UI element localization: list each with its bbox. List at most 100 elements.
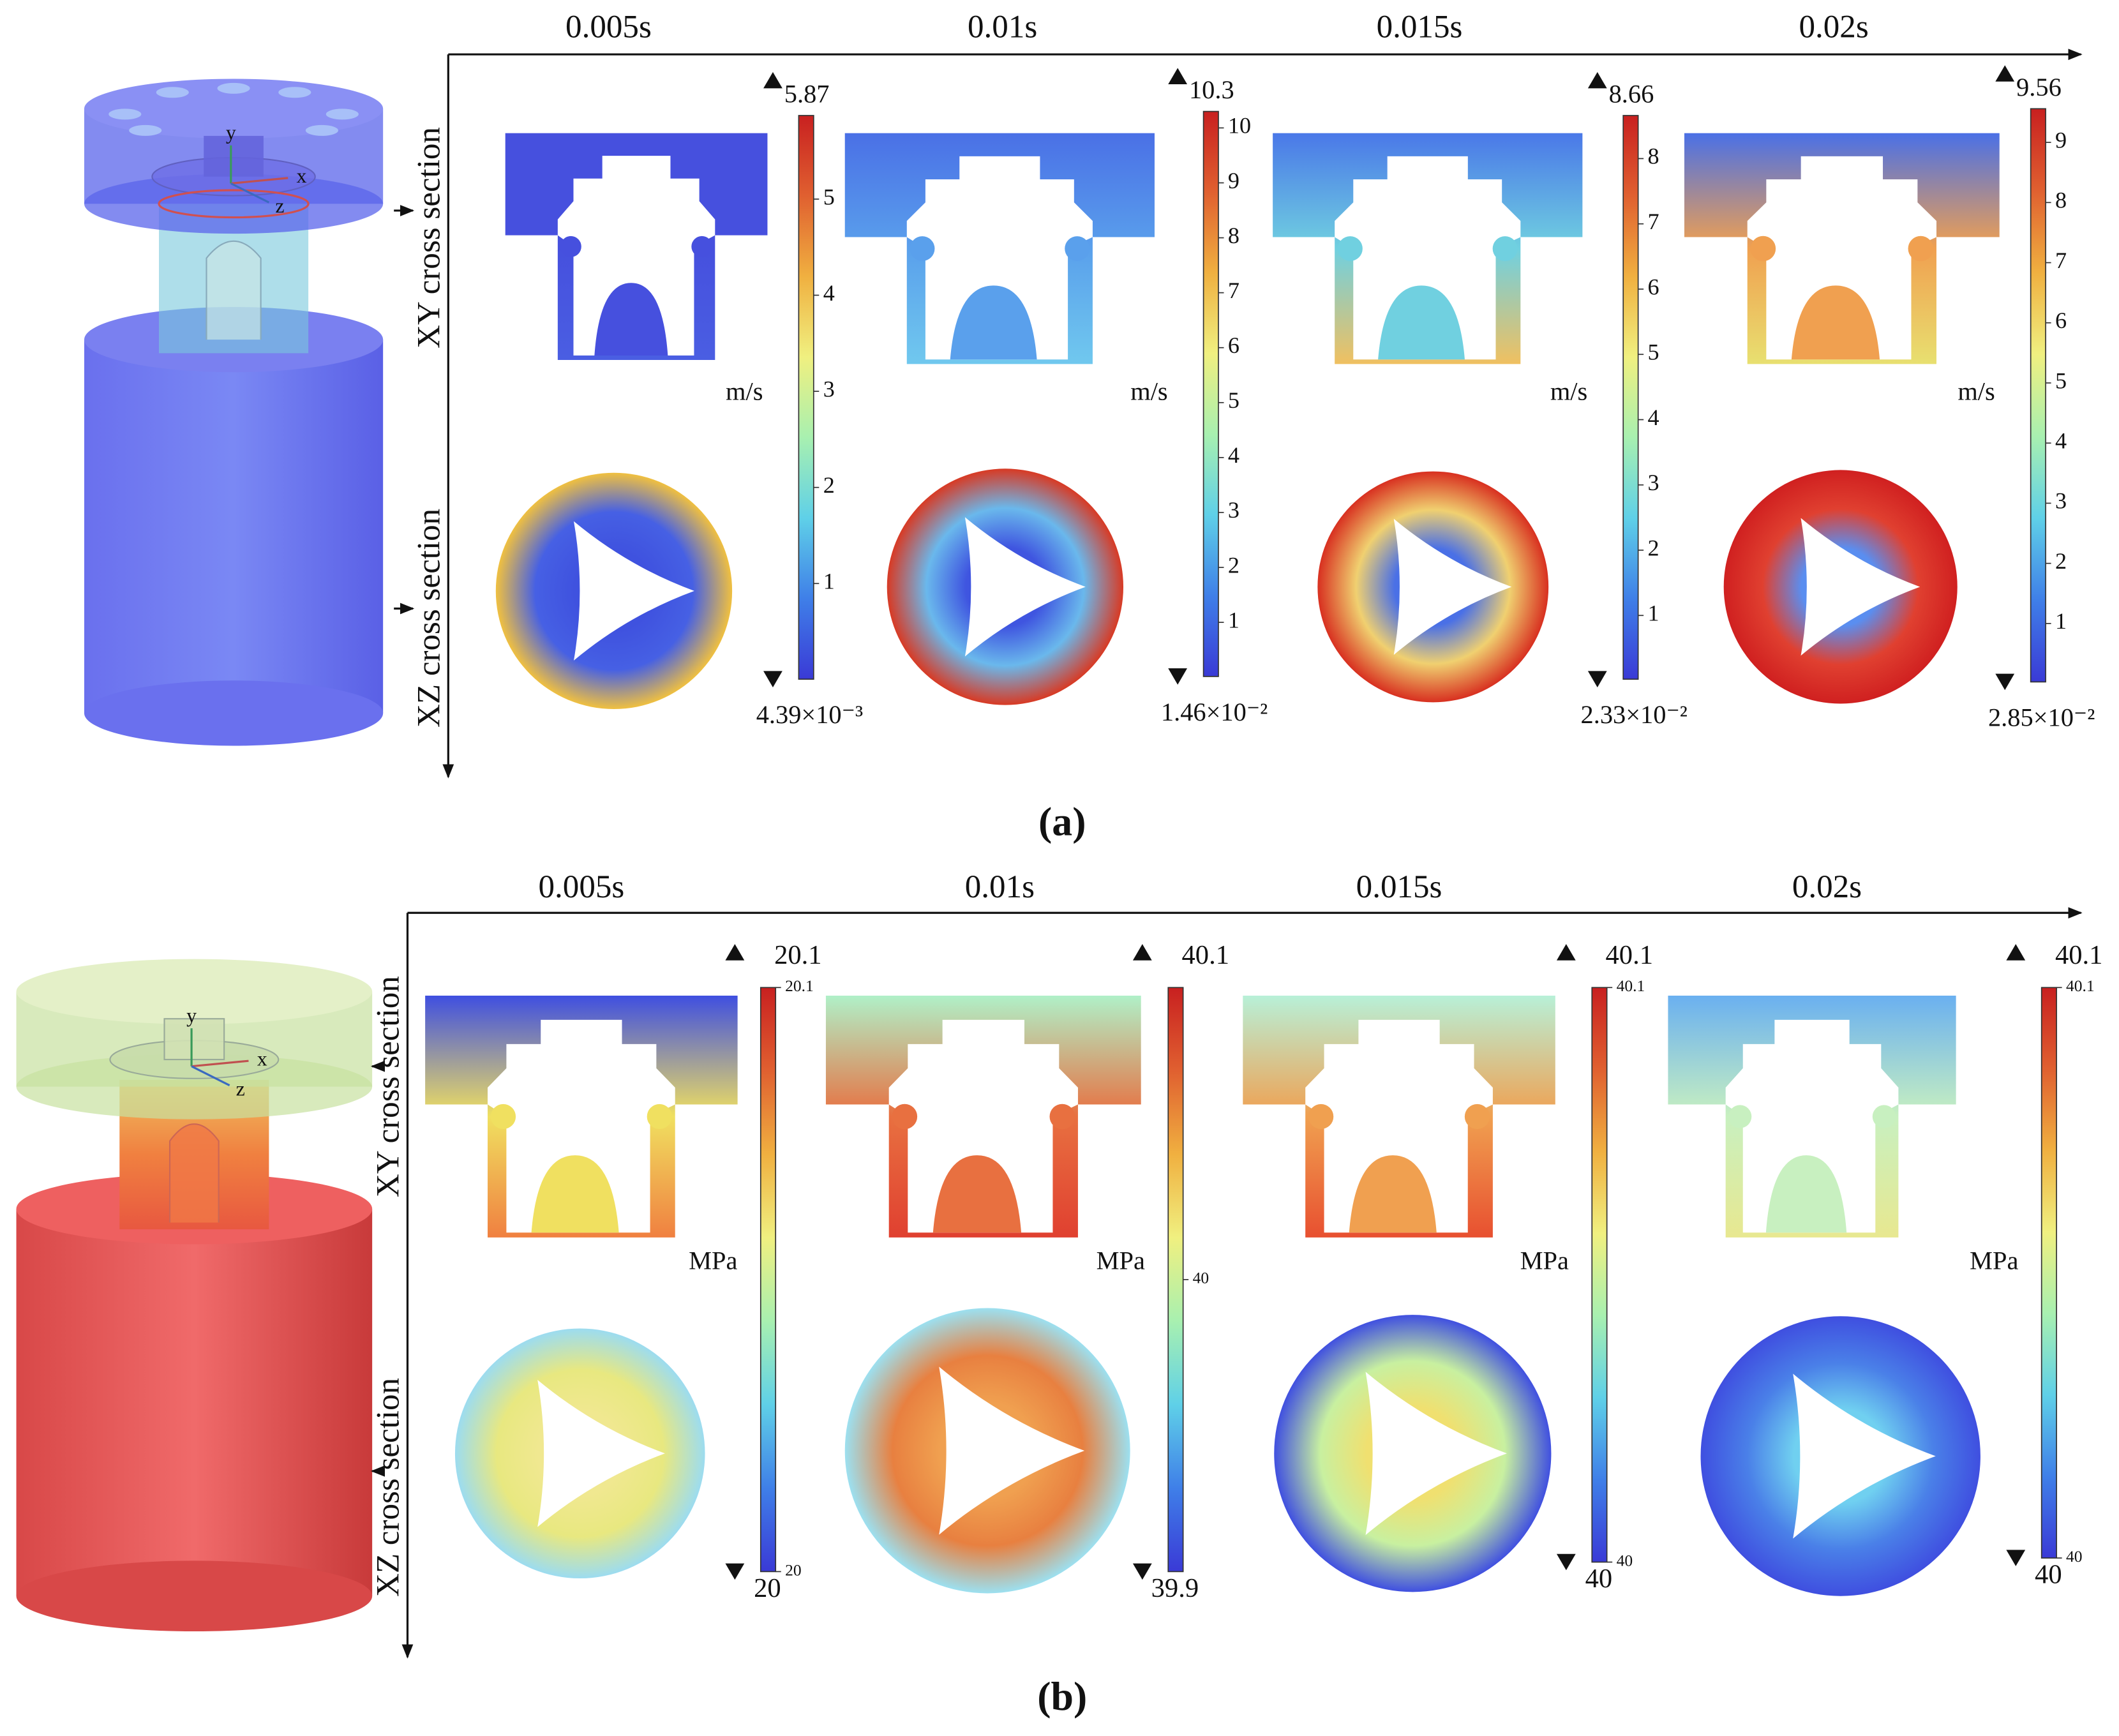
xy-contour — [1273, 133, 1583, 364]
colorbar-tick-label: 4 — [2055, 428, 2067, 454]
xz-contour — [844, 1308, 1130, 1594]
colorbar-tick-label: 10 — [1228, 113, 1251, 138]
xz-cutout — [573, 521, 694, 661]
colorbar-tick-label: 2 — [1228, 552, 1239, 578]
colorbar-unit: m/s — [1130, 377, 1167, 406]
model-valve — [206, 240, 262, 340]
colorbar-max: 40.1 — [1182, 940, 1229, 970]
xy-valve-dome — [594, 283, 668, 355]
axis-label: x — [296, 165, 306, 187]
xz-contour — [1317, 471, 1549, 703]
colorbar-tick-label: 2 — [1648, 535, 1659, 560]
xy-seal — [1492, 236, 1518, 261]
xy-contour — [1684, 133, 2000, 364]
max-marker — [763, 71, 782, 89]
colorbar-tick-label: 20.1 — [785, 976, 814, 995]
xy-seal — [691, 236, 713, 257]
time-label: 0.015s — [1356, 869, 1442, 905]
min-marker — [1587, 671, 1607, 687]
xz-cutout — [1365, 1372, 1507, 1536]
model-seal-ring — [158, 189, 310, 219]
colorbar-tick-label: 6 — [1228, 333, 1239, 358]
colorbar-tick-label: 7 — [1228, 278, 1239, 303]
xy-valve-dome — [1791, 285, 1880, 360]
panel-caption: (a) — [1038, 799, 1086, 844]
colorbar-tick-label: 6 — [1648, 274, 1659, 299]
xz-cutout — [964, 517, 1086, 657]
colorbar-unit: MPa — [1520, 1246, 1569, 1275]
xy-seal — [647, 1104, 672, 1130]
colorbar-tick-label: 8 — [2055, 188, 2067, 213]
min-marker — [1132, 1563, 1152, 1580]
colorbar-tick-label: 8 — [1648, 144, 1659, 169]
colorbar-max: 8.66 — [1609, 79, 1654, 108]
colorbar — [2030, 108, 2046, 683]
xz-cutout — [1801, 518, 1921, 656]
colorbar-tick-label: 1 — [823, 569, 835, 594]
colorbar-max: 9.56 — [2016, 73, 2062, 101]
colorbar-tick-label: 4 — [1648, 405, 1659, 430]
xz-contour — [887, 468, 1124, 705]
colorbar-tick-label: 1 — [2055, 608, 2067, 634]
colorbar-tick-label: 4 — [1228, 442, 1239, 468]
min-marker — [725, 1563, 745, 1580]
colorbar-max: 10.3 — [1189, 75, 1234, 104]
xy-contour — [844, 133, 1155, 364]
axis-label: x — [257, 1048, 267, 1070]
min-marker — [1168, 668, 1188, 685]
row-label: XZ cross section — [410, 509, 447, 728]
xy-valve-cutout — [906, 156, 1093, 360]
min-marker — [1995, 673, 2015, 691]
max-marker — [1132, 944, 1152, 961]
xy-contour — [1243, 996, 1555, 1238]
xy-valve-cutout — [1305, 1019, 1493, 1233]
model-3d: y xz — [84, 79, 384, 746]
model-hole — [217, 82, 250, 94]
row-label: XY cross section — [410, 127, 447, 348]
colorbar-unit: MPa — [1097, 1246, 1145, 1275]
time-label: 0.02s — [1799, 9, 1868, 45]
model-stem — [163, 1018, 225, 1061]
colorbar-tick-label: 40.1 — [1617, 976, 1645, 995]
colorbar-tick-label: 40 — [1617, 1551, 1633, 1569]
time-label: 0.01s — [965, 869, 1035, 905]
colorbar — [1591, 987, 1608, 1563]
colorbar-tick-label: 20 — [785, 1560, 802, 1579]
colorbar-unit: MPa — [689, 1246, 737, 1275]
axis-label: z — [275, 195, 284, 217]
colorbar-min: 40 — [2035, 1560, 2062, 1590]
xy-valve-dome — [950, 285, 1037, 360]
model-lower-cylinder — [16, 1209, 373, 1596]
model-valve — [168, 1123, 220, 1223]
colorbar-tick-label: 8 — [1228, 223, 1239, 248]
model-top-disk-bottom — [16, 1054, 373, 1119]
colorbar-tick-label: 3 — [1648, 470, 1659, 495]
xy-valve-cutout — [488, 1019, 675, 1233]
xy-seal — [1728, 1105, 1752, 1128]
model-3d: y xz — [16, 959, 373, 1632]
axis-z-arrow — [230, 182, 270, 204]
model-hole — [109, 108, 142, 120]
colorbar-unit: MPa — [1970, 1246, 2018, 1275]
xy-valve-cutout — [888, 1019, 1078, 1233]
min-marker — [2006, 1550, 2026, 1566]
colorbar — [1202, 110, 1219, 677]
xy-valve-dome — [1349, 1155, 1437, 1233]
colorbar-tick-label: 40 — [1193, 1269, 1209, 1287]
xy-valve-cutout — [1335, 156, 1521, 360]
colorbar-max: 40.1 — [1606, 940, 1653, 970]
colorbar-min: 2.85×10⁻² — [1988, 703, 2095, 731]
xy-valve-cutout — [1725, 1019, 1899, 1233]
colorbar-unit: m/s — [1958, 377, 1995, 406]
max-marker — [2006, 944, 2026, 961]
colorbar — [760, 987, 777, 1573]
xy-seal — [560, 236, 581, 257]
colorbar-tick-label: 4 — [823, 280, 835, 306]
model-hole — [129, 124, 162, 136]
axis-label: y — [186, 1004, 197, 1026]
max-marker — [1168, 68, 1188, 85]
model-hole — [156, 87, 189, 98]
panel-caption: (b) — [1037, 1673, 1087, 1719]
colorbar-unit: m/s — [1550, 377, 1587, 406]
